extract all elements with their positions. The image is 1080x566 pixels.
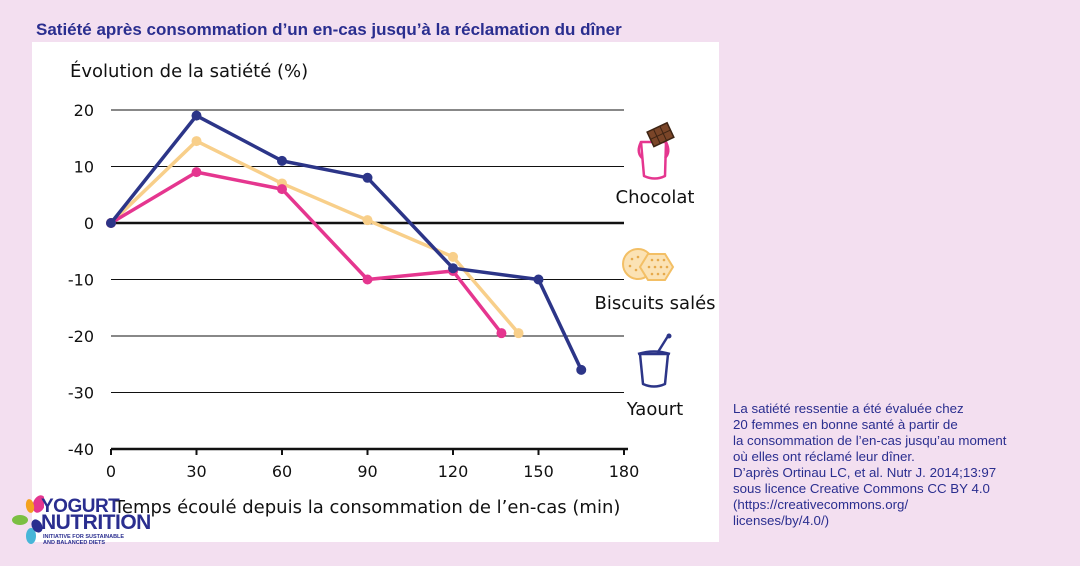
x-tick-label: 90 [357, 462, 377, 481]
y-tick-label: -30 [68, 384, 94, 403]
data-point-chocolat [362, 274, 373, 285]
y-axis-label: Évolution de la satiété (%) [70, 60, 308, 82]
chart-panel: 20 10 0 -10 -20 -30 -40 0 30 60 90 120 150 180 Évolu… [32, 42, 719, 542]
series-line-chocolat [110, 170, 503, 335]
note-line: sous licence Creative Commons CC BY 4.0 [733, 481, 990, 496]
logo-line-1: YOGURT [41, 496, 120, 517]
x-tick-label: 150 [523, 462, 554, 481]
page-title: Satiété après consommation d’un en-cas j… [36, 20, 622, 39]
data-point-yaourt [362, 172, 373, 183]
y-tick-label: 0 [84, 214, 94, 233]
x-tick-labels: 0 30 60 90 120 150 180 [106, 462, 639, 481]
chocolate-bar-icon [637, 121, 675, 180]
y-tick-label: -40 [68, 440, 94, 459]
y-tick-label: -20 [68, 327, 94, 346]
line-chart: 20 10 0 -10 -20 -30 -40 0 30 60 90 120 150 180 Évolu… [68, 60, 716, 518]
note-line: licenses/by/4.0/) [733, 513, 830, 528]
legend-label-biscuits-sales: Biscuits salés [594, 293, 715, 314]
note-line: (https://creativecommons.org/ [733, 497, 909, 512]
data-point-chocolat [496, 328, 507, 339]
legend-label-chocolat: Chocolat [616, 187, 695, 208]
y-tick-label: -10 [68, 271, 94, 290]
data-point-yaourt [533, 274, 544, 285]
x-tick-label: 0 [106, 462, 116, 481]
yogurt-nutrition-logo: YOGURT NUTRITION INITIATIVE FOR SUSTAINA… [8, 492, 158, 552]
crackers-icon [622, 248, 675, 281]
y-tick-label: 20 [74, 101, 94, 120]
data-point-biscuits-sales [448, 251, 458, 262]
logo-tagline: INITIATIVE FOR SUSTAINABLE AND BALANCED … [43, 534, 124, 546]
note-line: D’après Ortinau LC, et al. Nutr J. 2014;… [733, 465, 997, 480]
data-point-biscuits-sales [362, 215, 373, 226]
data-point-yaourt [191, 110, 202, 121]
yogurt-cup-icon [637, 333, 672, 388]
series-line-biscuits-sales [109, 139, 520, 335]
data-point-yaourt [448, 263, 458, 274]
note-line: où elles ont réclamé leur dîner. [733, 449, 915, 464]
logo-line-2: NUTRITION [41, 511, 151, 534]
x-tick-label: 60 [272, 462, 292, 481]
series-yaourt [106, 110, 587, 375]
y-tick-label: 10 [74, 158, 94, 177]
series-lines [106, 110, 587, 375]
logo-tagline-1: INITIATIVE FOR SUSTAINABLE [43, 534, 125, 540]
note-line: la consommation de l’en-cas jusqu’au mom… [733, 433, 1007, 448]
data-point-chocolat [191, 167, 202, 178]
x-tick-label: 180 [609, 462, 640, 481]
x-tick-label: 120 [438, 462, 469, 481]
source-note: La satiété ressentie a été évaluée chez … [733, 401, 1073, 529]
legend-label-yaourt: Yaourt [626, 399, 683, 420]
note-line: 20 femmes en bonne santé à partir de [733, 417, 958, 432]
data-point-chocolat [277, 184, 287, 195]
x-axis-label: Temps écoulé depuis la consommation de l… [113, 497, 620, 518]
data-point-yaourt [106, 218, 116, 228]
data-point-biscuits-sales [191, 136, 202, 147]
data-point-yaourt [277, 155, 287, 166]
data-point-biscuits-sales [513, 328, 524, 339]
note-line: La satiété ressentie a été évaluée chez [733, 401, 964, 416]
logo-tagline-2: AND BALANCED DIETS [43, 540, 106, 546]
x-tick-label: 30 [186, 462, 206, 481]
y-tick-labels: 20 10 0 -10 -20 -30 -40 [68, 101, 94, 459]
data-point-yaourt [576, 364, 587, 375]
flower-logo-icon [12, 495, 44, 544]
